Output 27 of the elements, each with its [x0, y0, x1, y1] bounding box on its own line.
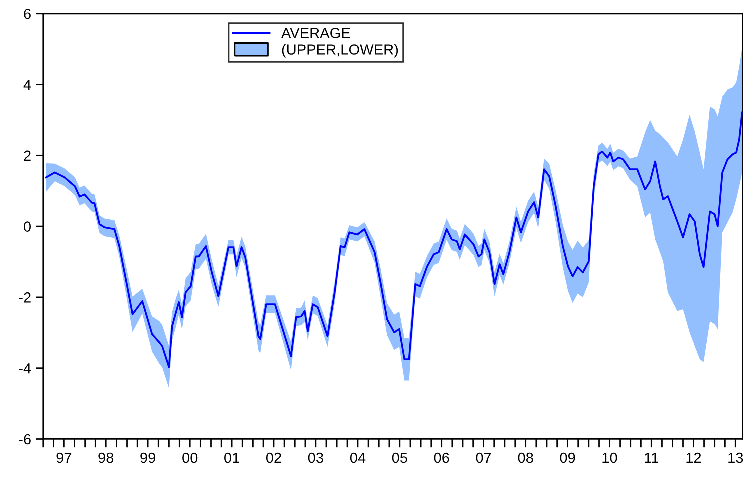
line-series	[45, 112, 743, 368]
x-tick-label: 00	[182, 452, 198, 464]
y-tick-label: 4	[24, 80, 32, 90]
x-tick-label: 03	[308, 452, 324, 464]
x-tick-label: 97	[56, 452, 72, 464]
legend-label: AVERAGE	[281, 28, 350, 38]
annotation: (UPPER,LOWER)	[282, 44, 398, 58]
x-tick-label: 02	[266, 452, 282, 464]
x-tick-label: 98	[98, 452, 114, 464]
x-tick-label: 09	[560, 452, 576, 464]
x-tick-label: 04	[350, 452, 366, 464]
x-tick-label: 08	[518, 452, 534, 464]
x-tick-label: 99	[140, 452, 156, 464]
y-tick-label: -4	[19, 364, 32, 374]
x-tick-label: 01	[224, 452, 240, 464]
y-tick-label: -6	[19, 434, 31, 445]
x-tick-label: 06	[434, 452, 450, 464]
x-tick-label: 07	[476, 452, 492, 464]
y-tick-label: -2	[19, 292, 31, 303]
x-tick-label: 10	[602, 452, 618, 464]
x-tick-label: 05	[392, 452, 408, 464]
x-tick-label: 12	[686, 452, 702, 464]
x-tick-label: 13	[728, 452, 744, 464]
y-tick-label: 2	[24, 150, 31, 161]
y-tick-label: 0	[24, 222, 32, 232]
x-tick-label: 11	[645, 452, 659, 464]
y-tick-label: 6	[24, 8, 31, 20]
